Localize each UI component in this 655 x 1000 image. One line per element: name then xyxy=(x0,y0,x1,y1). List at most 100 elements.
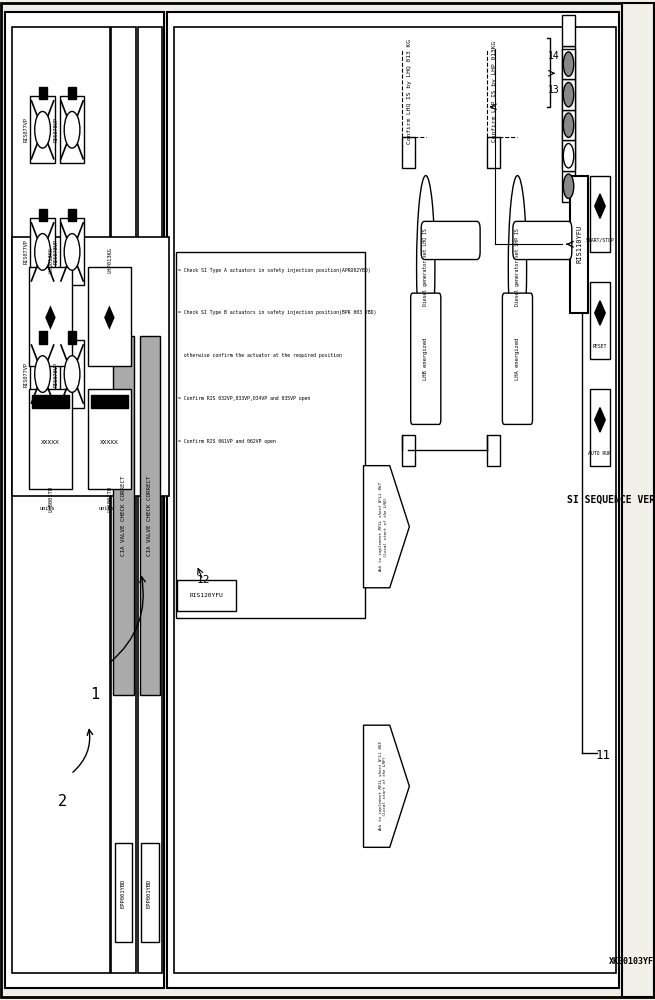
Text: 1: 1 xyxy=(90,687,100,702)
Circle shape xyxy=(563,144,574,168)
Circle shape xyxy=(563,82,574,107)
Text: RIS078VP: RIS078VP xyxy=(53,239,58,264)
Circle shape xyxy=(64,111,80,148)
Bar xyxy=(30,96,55,163)
Bar xyxy=(91,395,128,408)
Text: START/STOP: START/STOP xyxy=(586,237,614,242)
Text: Confirm LHP IS by LHP 013KG: Confirm LHP IS by LHP 013KG xyxy=(492,41,497,142)
Text: RIS078VP: RIS078VP xyxy=(53,117,58,142)
Bar xyxy=(562,140,575,171)
Text: RESET: RESET xyxy=(593,344,607,349)
Polygon shape xyxy=(45,305,56,330)
Polygon shape xyxy=(364,466,409,588)
Text: RIS077VP: RIS077VP xyxy=(24,117,29,142)
Bar xyxy=(5,12,164,988)
Bar xyxy=(140,336,160,695)
Bar xyxy=(562,110,575,140)
Bar xyxy=(29,389,72,489)
Bar xyxy=(590,176,610,252)
FancyBboxPatch shape xyxy=(421,221,480,260)
Bar xyxy=(60,340,84,408)
Text: RIS120YFU: RIS120YFU xyxy=(189,593,223,598)
Bar xyxy=(39,87,47,99)
Bar xyxy=(32,395,69,408)
Bar xyxy=(174,27,616,973)
Text: CIA VALVE CHECK CORRECT: CIA VALVE CHECK CORRECT xyxy=(147,476,152,556)
Text: Ask to implement RFLL sheet N°LL 067
(Local start of the LHQ): Ask to implement RFLL sheet N°LL 067 (Lo… xyxy=(379,482,388,572)
Bar xyxy=(113,336,134,695)
Bar xyxy=(402,137,415,168)
Bar xyxy=(402,435,415,466)
Text: units: units xyxy=(98,506,114,511)
Bar xyxy=(115,843,132,942)
Bar xyxy=(176,252,365,618)
Bar xyxy=(60,96,84,163)
Circle shape xyxy=(563,174,574,198)
Bar xyxy=(111,27,136,973)
Text: LHA energized: LHA energized xyxy=(515,338,520,380)
Bar xyxy=(88,389,131,489)
Polygon shape xyxy=(104,305,115,330)
Text: XK00103YFU: XK00103YFU xyxy=(609,957,655,966)
Text: = Check SI Type B actuators in safety injection position(BPR 003 YBD): = Check SI Type B actuators in safety in… xyxy=(178,310,377,315)
Text: RIS077VP: RIS077VP xyxy=(24,239,29,264)
Ellipse shape xyxy=(508,176,527,359)
Bar xyxy=(562,15,575,46)
Text: 11: 11 xyxy=(595,749,610,762)
Bar xyxy=(177,580,236,611)
Text: otherwise confirm the actuator at the required position: otherwise confirm the actuator at the re… xyxy=(178,353,342,358)
Bar xyxy=(562,107,575,137)
Bar xyxy=(30,340,55,408)
Bar xyxy=(39,209,47,221)
Text: AUTO RUN: AUTO RUN xyxy=(588,451,612,456)
Circle shape xyxy=(35,111,50,148)
Bar xyxy=(562,76,575,107)
Text: units: units xyxy=(39,506,55,511)
Bar xyxy=(590,389,610,466)
Text: LHB001TU: LHB001TU xyxy=(48,486,53,512)
Bar xyxy=(141,843,159,942)
Bar xyxy=(562,137,575,168)
Text: RIS110YFU: RIS110YFU xyxy=(576,225,582,263)
Text: 14: 14 xyxy=(548,51,559,61)
Bar xyxy=(622,3,654,997)
Bar xyxy=(12,237,169,496)
Circle shape xyxy=(35,234,50,270)
Text: XXXXX: XXXXX xyxy=(100,440,119,445)
Bar xyxy=(562,49,575,79)
Bar xyxy=(138,27,162,973)
Circle shape xyxy=(35,356,50,392)
Bar xyxy=(12,27,110,973)
FancyBboxPatch shape xyxy=(411,293,441,424)
Text: 2: 2 xyxy=(58,794,67,809)
Bar xyxy=(29,267,72,366)
Text: = Confirm RIS 061VP and 062VP open: = Confirm RIS 061VP and 062VP open xyxy=(178,439,276,444)
Bar xyxy=(562,171,575,202)
Bar xyxy=(30,218,55,285)
Text: Diesel generator set LHP IS: Diesel generator set LHP IS xyxy=(515,228,520,306)
Text: LHA001TU: LHA001TU xyxy=(107,486,112,512)
Bar xyxy=(68,87,76,99)
Polygon shape xyxy=(364,725,409,847)
Text: XXXXX: XXXXX xyxy=(41,440,60,445)
Text: RIS077VP: RIS077VP xyxy=(24,362,29,387)
Bar xyxy=(68,209,76,221)
Bar xyxy=(590,282,610,359)
Text: SI SEQUENCE VERIFICATION: SI SEQUENCE VERIFICATION xyxy=(567,494,655,504)
Bar xyxy=(167,12,619,988)
Bar xyxy=(562,46,575,76)
Bar xyxy=(562,79,575,110)
Circle shape xyxy=(563,113,574,137)
Text: Ask to implement RFLL sheet N°LL 065
(Local start of the LHP): Ask to implement RFLL sheet N°LL 065 (Lo… xyxy=(379,741,388,831)
Circle shape xyxy=(64,234,80,270)
Text: 13: 13 xyxy=(548,85,559,95)
FancyBboxPatch shape xyxy=(502,293,533,424)
Text: CIA VALVE CHECK CORRECT: CIA VALVE CHECK CORRECT xyxy=(121,476,126,556)
Bar xyxy=(570,176,588,313)
Polygon shape xyxy=(595,408,605,432)
Text: 12: 12 xyxy=(196,575,210,585)
Polygon shape xyxy=(595,301,605,325)
Text: LHB energized: LHB energized xyxy=(423,338,428,380)
Bar xyxy=(487,137,500,168)
Bar xyxy=(88,267,131,366)
